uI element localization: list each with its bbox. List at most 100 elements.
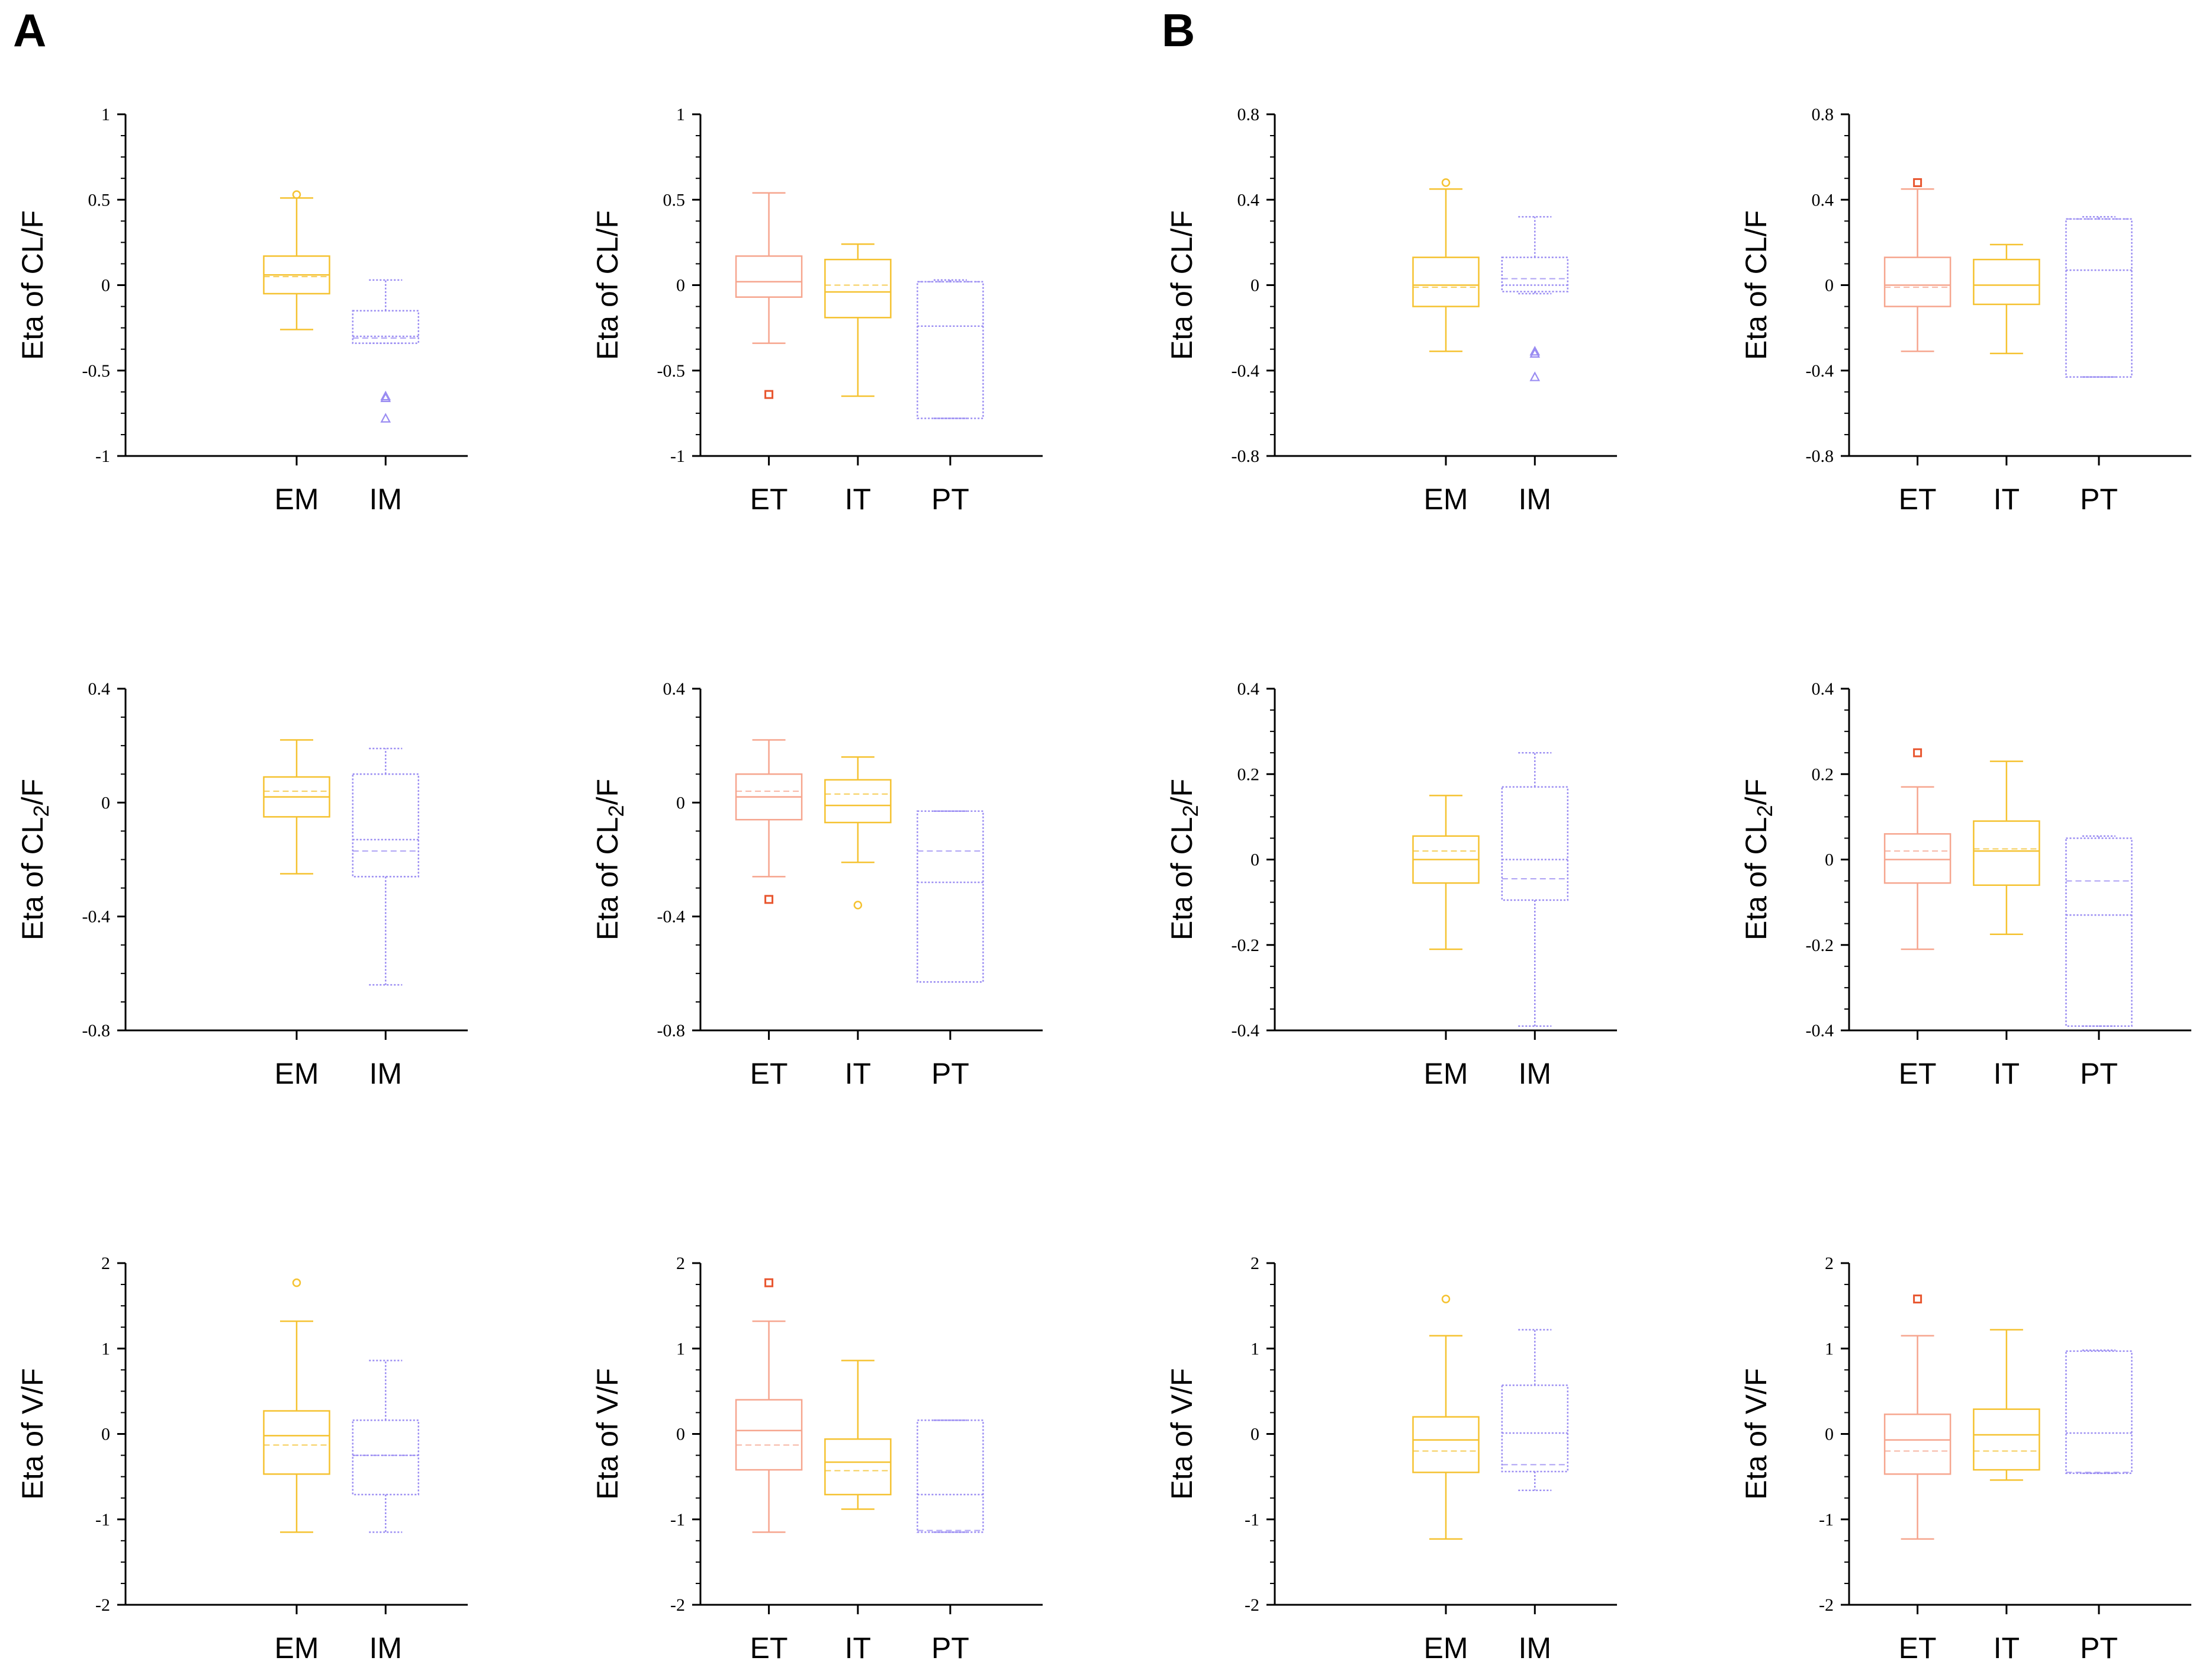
y-axis-title: Eta of V/F (1740, 1368, 1773, 1499)
y-tick-label: -0.2 (1806, 936, 1834, 955)
y-axis-title-part: /F (591, 779, 624, 805)
y-tick-label: 2 (101, 1254, 110, 1273)
box-im (352, 279, 420, 423)
box-it (824, 756, 892, 910)
subplot-1: Eta of CL/F -1 -0.5 0 0.5 1 EM IM (16, 105, 468, 516)
x-category-label: IM (369, 1631, 403, 1665)
box-iqr (824, 1438, 892, 1496)
x-category-label: IT (845, 1631, 871, 1665)
box-em (1412, 178, 1480, 352)
box-iqr (917, 810, 984, 983)
y-axis-title: Eta of CL2/F (1165, 779, 1203, 940)
box-it (1973, 1329, 2040, 1481)
x-category-label: EM (1424, 483, 1468, 516)
box-iqr (917, 281, 984, 419)
x-category-label: PT (931, 483, 969, 516)
box-et (735, 1278, 803, 1533)
box-iqr (1973, 1408, 2040, 1471)
y-axis-title: Eta of CL/F (1165, 210, 1198, 360)
y-tick-label: 0 (101, 793, 110, 812)
box-iqr (735, 255, 803, 298)
outlier-point (853, 901, 863, 910)
y-axis-title-part: Eta of CL (1740, 817, 1773, 940)
x-category-label: ET (750, 1057, 788, 1090)
box-pt (2065, 835, 2133, 1027)
y-tick-label: -1 (95, 446, 110, 466)
box-it (824, 1360, 892, 1510)
box-iqr (1412, 256, 1480, 307)
panel-label-b: B (1162, 4, 1195, 56)
x-category-label: EM (275, 1057, 319, 1090)
y-axis-title-part: /F (16, 779, 49, 805)
box-em (1412, 1294, 1480, 1540)
x-category-label: IT (1994, 1631, 2020, 1665)
y-axis-title: Eta of CL/F (1740, 210, 1773, 360)
x-category-label: IT (1994, 1057, 2020, 1090)
box-iqr (263, 1410, 330, 1475)
y-tick-label: -0.8 (1232, 446, 1260, 466)
y-tick-label: 0.4 (88, 679, 111, 699)
y-tick-label: -0.4 (1806, 1021, 1834, 1040)
y-axis-title-subscript: 2 (1178, 805, 1203, 817)
y-tick-label: 0 (101, 276, 110, 295)
box-pt (917, 810, 984, 983)
box-iqr (1501, 256, 1569, 293)
box-em (263, 739, 330, 875)
subplot-2: Eta of CL/F -1 -0.5 0 0.5 1 ET IT PT (591, 105, 1043, 516)
y-axis-title-part: Eta of CL/F (1740, 210, 1773, 360)
x-category-label: IM (369, 483, 403, 516)
y-tick-label: 0.4 (1237, 190, 1260, 210)
box-iqr (1501, 786, 1569, 901)
x-category-label: EM (275, 483, 319, 516)
y-tick-label: -0.8 (657, 1021, 686, 1040)
y-axis-title-part: Eta of CL/F (16, 210, 49, 360)
y-tick-label: 0.4 (663, 679, 686, 699)
y-axis-title-part: Eta of CL (1165, 817, 1198, 940)
x-category-label: IT (845, 483, 871, 516)
y-tick-label: 0.4 (1812, 679, 1834, 699)
box-pt (917, 279, 984, 419)
y-tick-label: 0.5 (663, 190, 686, 210)
box-et (735, 192, 803, 399)
outlier-point (1441, 178, 1451, 187)
outlier-point (1441, 1294, 1451, 1303)
box-em (263, 1278, 330, 1533)
x-category-label: ET (750, 483, 788, 516)
y-axis-title-part: Eta of V/F (1165, 1368, 1198, 1499)
y-axis-title-part: /F (1740, 779, 1773, 805)
box-iqr (1883, 1414, 1952, 1475)
x-category-label: ET (1899, 1057, 1937, 1090)
box-iqr (352, 1419, 420, 1496)
y-tick-label: -1 (1245, 1510, 1259, 1530)
y-tick-label: -1 (1819, 1510, 1834, 1530)
y-tick-label: 0 (1250, 1425, 1259, 1444)
y-axis-title-part: Eta of CL/F (591, 210, 624, 360)
x-category-label: PT (2080, 1057, 2118, 1090)
y-tick-label: -2 (670, 1595, 685, 1615)
charts-container: Eta of CL/F -1 -0.5 0 0.5 1 EM IM Eta of CL/F -1 -… (16, 105, 2191, 1665)
outlier-point (1529, 371, 1541, 381)
y-axis-title-part: Eta of CL (16, 817, 49, 940)
subplot-11: Eta of V/F -2 -1 0 1 2 EM IM (1165, 1254, 1617, 1665)
x-category-label: ET (750, 1631, 788, 1665)
box-it (824, 243, 892, 397)
box-iqr (1883, 256, 1952, 307)
box-iqr (917, 1419, 984, 1533)
y-tick-label: 1 (101, 105, 110, 124)
box-it (1973, 243, 2040, 355)
box-it (1973, 760, 2040, 935)
y-tick-label: 0.2 (1237, 764, 1260, 784)
box-iqr (352, 773, 420, 878)
box-iqr (1973, 258, 2040, 306)
x-category-label: IM (1519, 1057, 1552, 1090)
box-iqr (1883, 833, 1952, 884)
box-iqr (1501, 1385, 1569, 1473)
x-category-label: IT (845, 1057, 871, 1090)
y-tick-label: 0.4 (1812, 190, 1834, 210)
outlier-point (1913, 1294, 1922, 1304)
box-im (1501, 1329, 1569, 1491)
y-tick-label: -1 (670, 1510, 685, 1530)
y-tick-label: 1 (101, 1339, 110, 1358)
outlier-point (292, 190, 301, 199)
box-iqr (352, 310, 420, 344)
